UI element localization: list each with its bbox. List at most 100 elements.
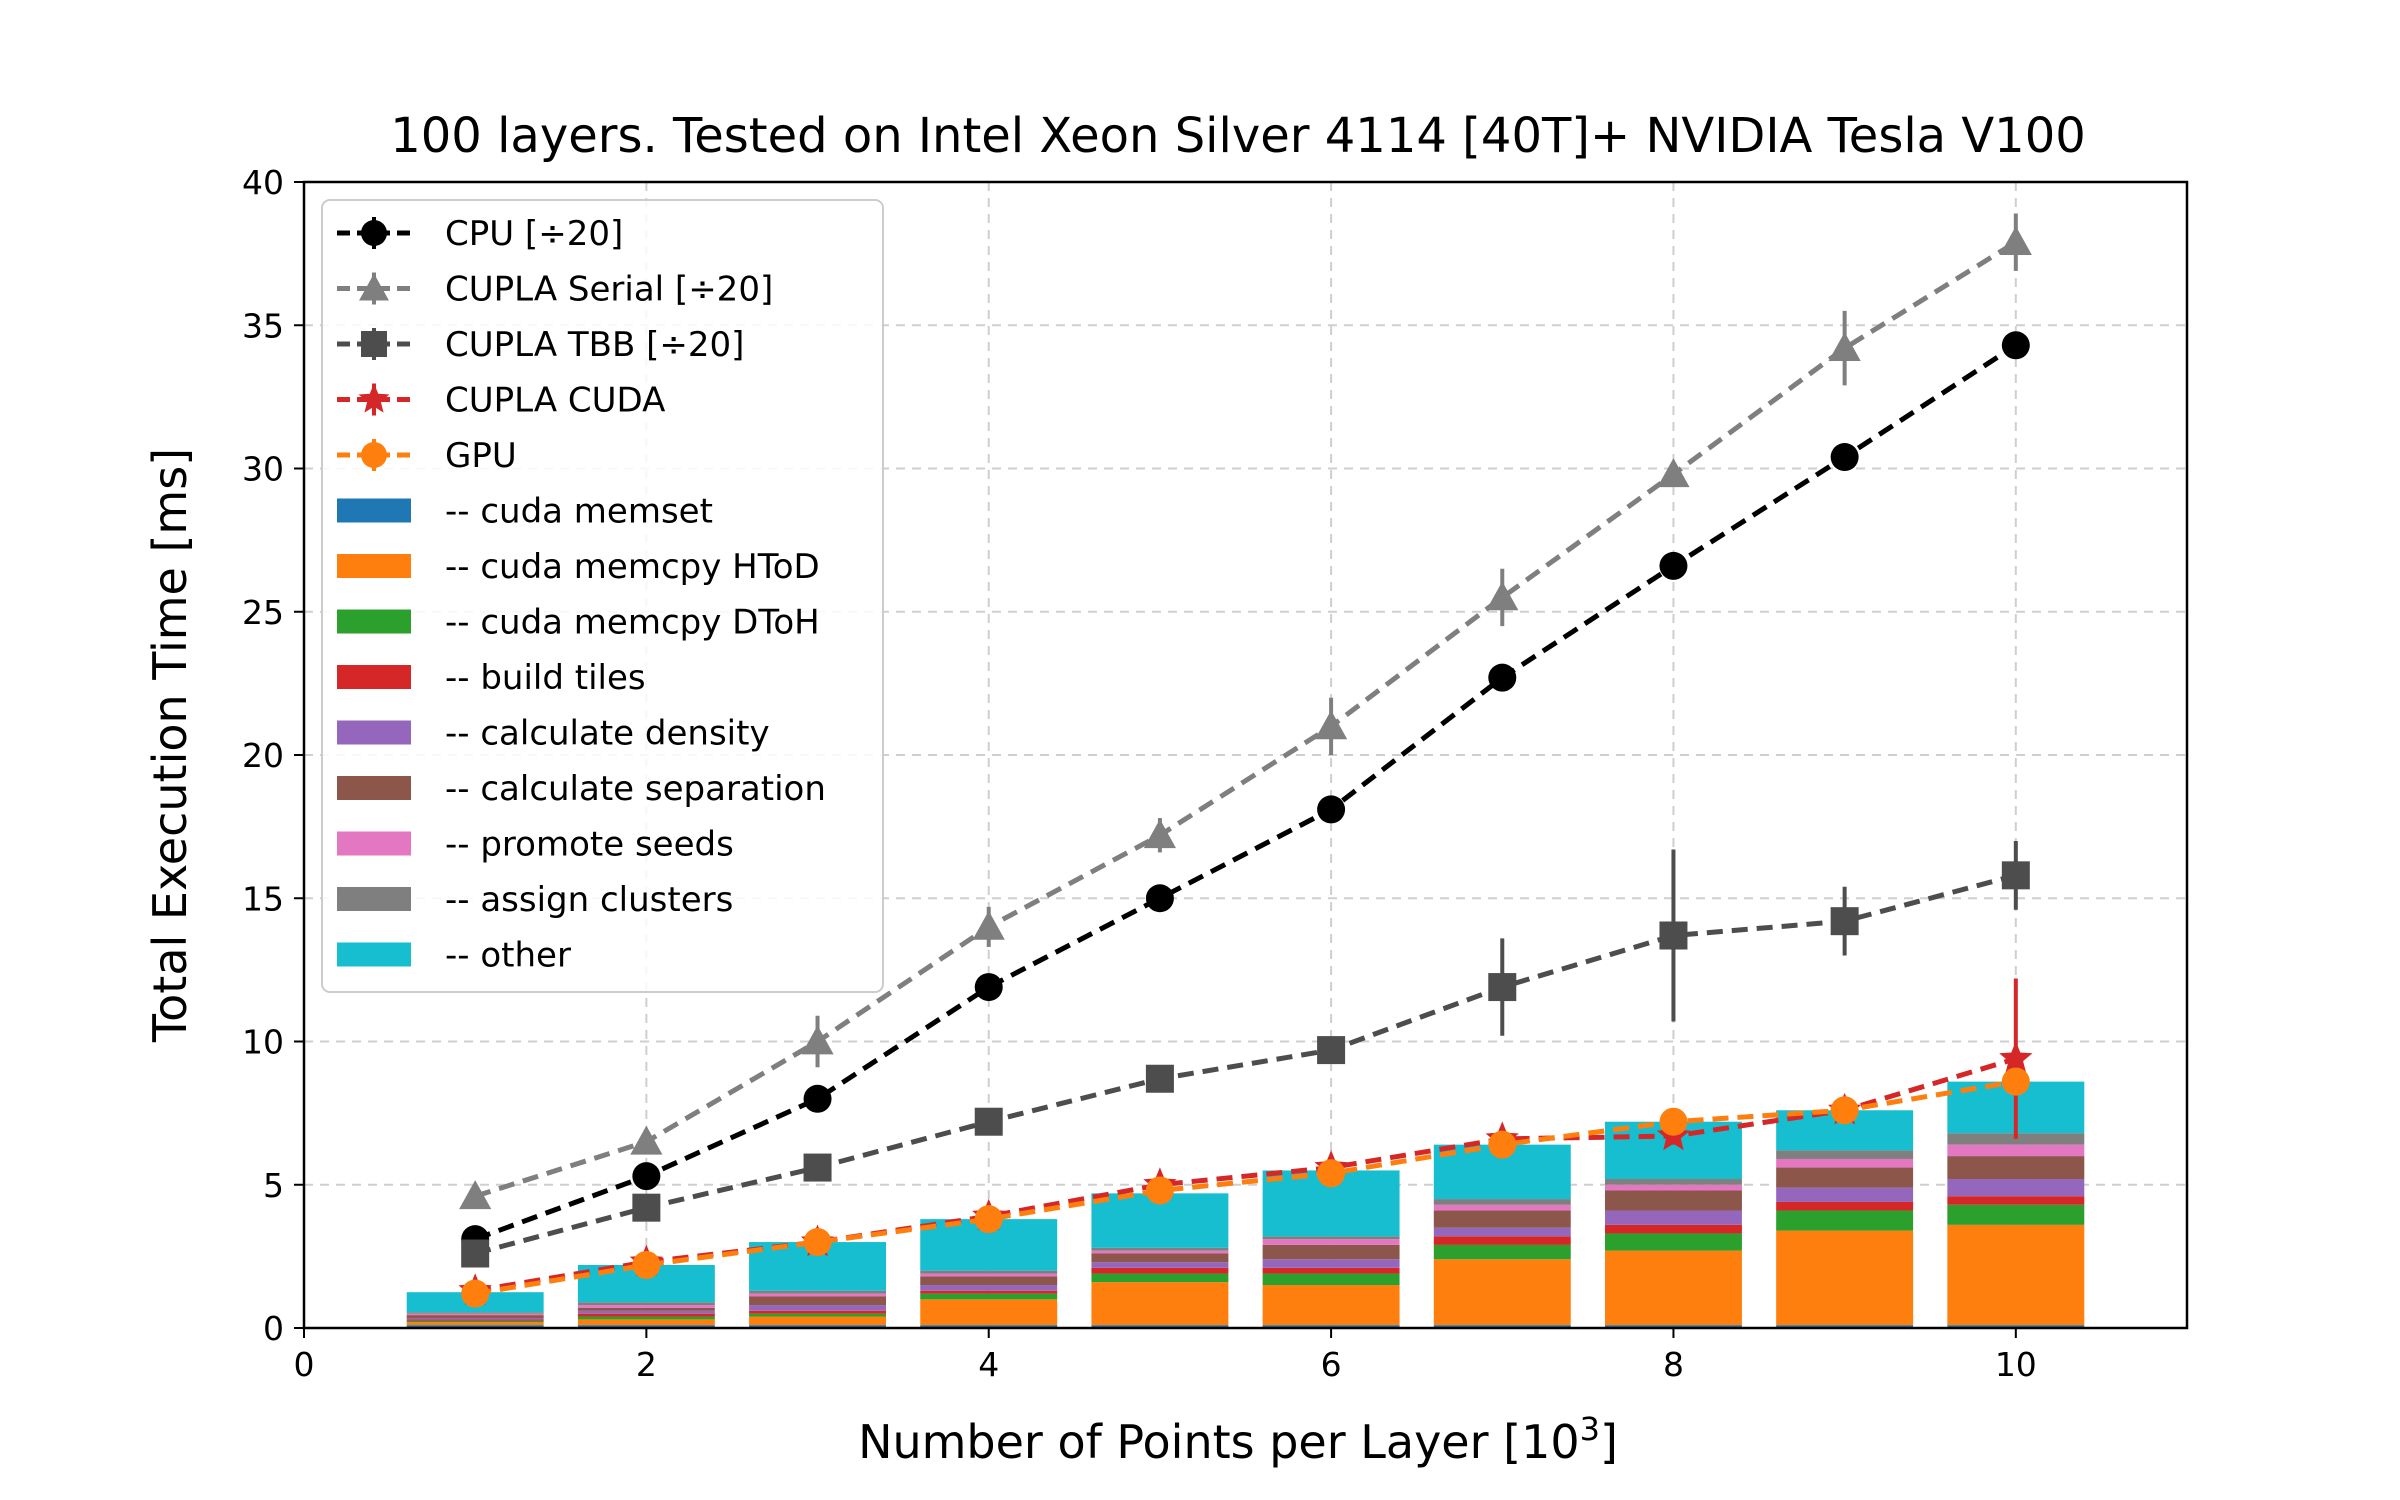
data-point [1659,1107,1688,1136]
bar-segment [749,1290,887,1294]
data-point [974,973,1003,1002]
data-point [1488,663,1517,692]
data-point [459,1180,492,1210]
bar-segment [920,1270,1058,1274]
bar-segment [920,1325,1058,1328]
bar-segment [1604,1250,1742,1326]
series-line [474,240,2018,1199]
bar-segment [920,1290,1058,1294]
data-point [358,383,390,413]
bar-segment [920,1285,1058,1291]
legend-label: -- cuda memset [445,492,713,532]
bar-segment [1262,1239,1400,1245]
bar-segment [1091,1282,1229,1326]
data-point [1657,458,1690,488]
data-point [1317,1159,1346,1188]
bar-segment [1091,1325,1229,1328]
bar-segment [1604,1179,1742,1185]
data-point [974,1205,1003,1234]
legend-box [321,199,884,993]
bar-segment [406,1322,544,1326]
bar-segment [406,1325,544,1328]
data-point [803,1228,832,1257]
bar-segment [577,1302,715,1306]
bar-segment [749,1305,887,1311]
data-point [632,1162,661,1191]
bar-segment [1947,1156,2085,1180]
data-point [803,1084,832,1113]
line-series [461,331,2030,1254]
bar-segment [577,1319,715,1326]
legend-label: -- promote seeds [445,825,734,865]
bar-segment [1947,1196,2085,1205]
legend-label: GPU [445,436,517,476]
data-point [1486,581,1519,611]
data-point [361,442,387,468]
bar-segment [1262,1259,1400,1268]
data-point [361,331,387,357]
data-point [1488,973,1517,1002]
data-point [1830,907,1859,936]
bar-segment [1091,1262,1229,1268]
data-point [1314,710,1348,740]
bar-segment [1947,1204,2085,1225]
data-point [2001,331,2030,360]
bar-segment [1947,1144,2085,1157]
y-tick-label: 25 [242,593,284,632]
data-point [1999,226,2032,256]
data-point [630,1125,663,1155]
legend-label: -- cuda memcpy DToH [445,603,820,643]
x-tick-label: 6 [1321,1345,1342,1384]
line-series [461,1067,2030,1308]
bar-segment [920,1276,1058,1286]
legend-item: -- assign clusters [337,880,733,920]
bar-segment [1604,1224,1742,1234]
legend-swatch [337,776,411,800]
bar-segment [1604,1325,1742,1328]
data-point [1830,1096,1859,1125]
legend-label: -- calculate separation [445,769,826,809]
data-point [1145,1064,1174,1093]
data-point [801,1025,834,1055]
bar-segment [1776,1325,1914,1328]
bar-segment [920,1293,1058,1300]
legend-item: -- promote seeds [337,825,734,865]
y-axis-label: Total Execution Time [ms] [143,448,197,1043]
data-point [803,1153,832,1182]
legend-swatch [337,831,411,856]
legend-item: GPU [337,436,517,476]
bar-segment [1604,1210,1742,1225]
bar-segment [1947,1224,2085,1326]
x-tick-label: 0 [294,1345,315,1384]
bar-segment [749,1293,887,1297]
bar-segment [1262,1285,1400,1326]
data-point [1143,819,1177,849]
bar-segment [1776,1187,1914,1202]
bar-segment [1433,1210,1571,1228]
data-point [632,1193,661,1222]
x-tick-label: 10 [1995,1345,2037,1384]
data-point [1317,795,1346,824]
bar-segment [406,1315,544,1318]
bar-segment [920,1299,1058,1326]
legend-label: -- other [445,936,571,976]
y-tick-label: 0 [263,1309,284,1348]
legend-label: CPU [÷20] [445,214,623,254]
legend-item: -- build tiles [337,658,646,698]
bar-segment [1433,1199,1571,1205]
bar-segment [749,1325,887,1328]
legend-label: -- assign clusters [445,880,733,920]
legend-swatch [337,665,411,689]
x-axis-label-end: ] [1600,1415,1618,1469]
bar-segment [749,1310,887,1314]
legend-swatch [337,720,411,745]
line-series [459,213,2032,1210]
bar-segment [1262,1325,1400,1328]
data-point [1659,551,1688,580]
y-tick-label: 30 [242,450,284,489]
series-line [474,872,2017,1256]
bar-segment [577,1313,715,1317]
bar-segment [1433,1259,1571,1326]
bar-segment [1091,1267,1229,1274]
data-point [974,1107,1003,1136]
